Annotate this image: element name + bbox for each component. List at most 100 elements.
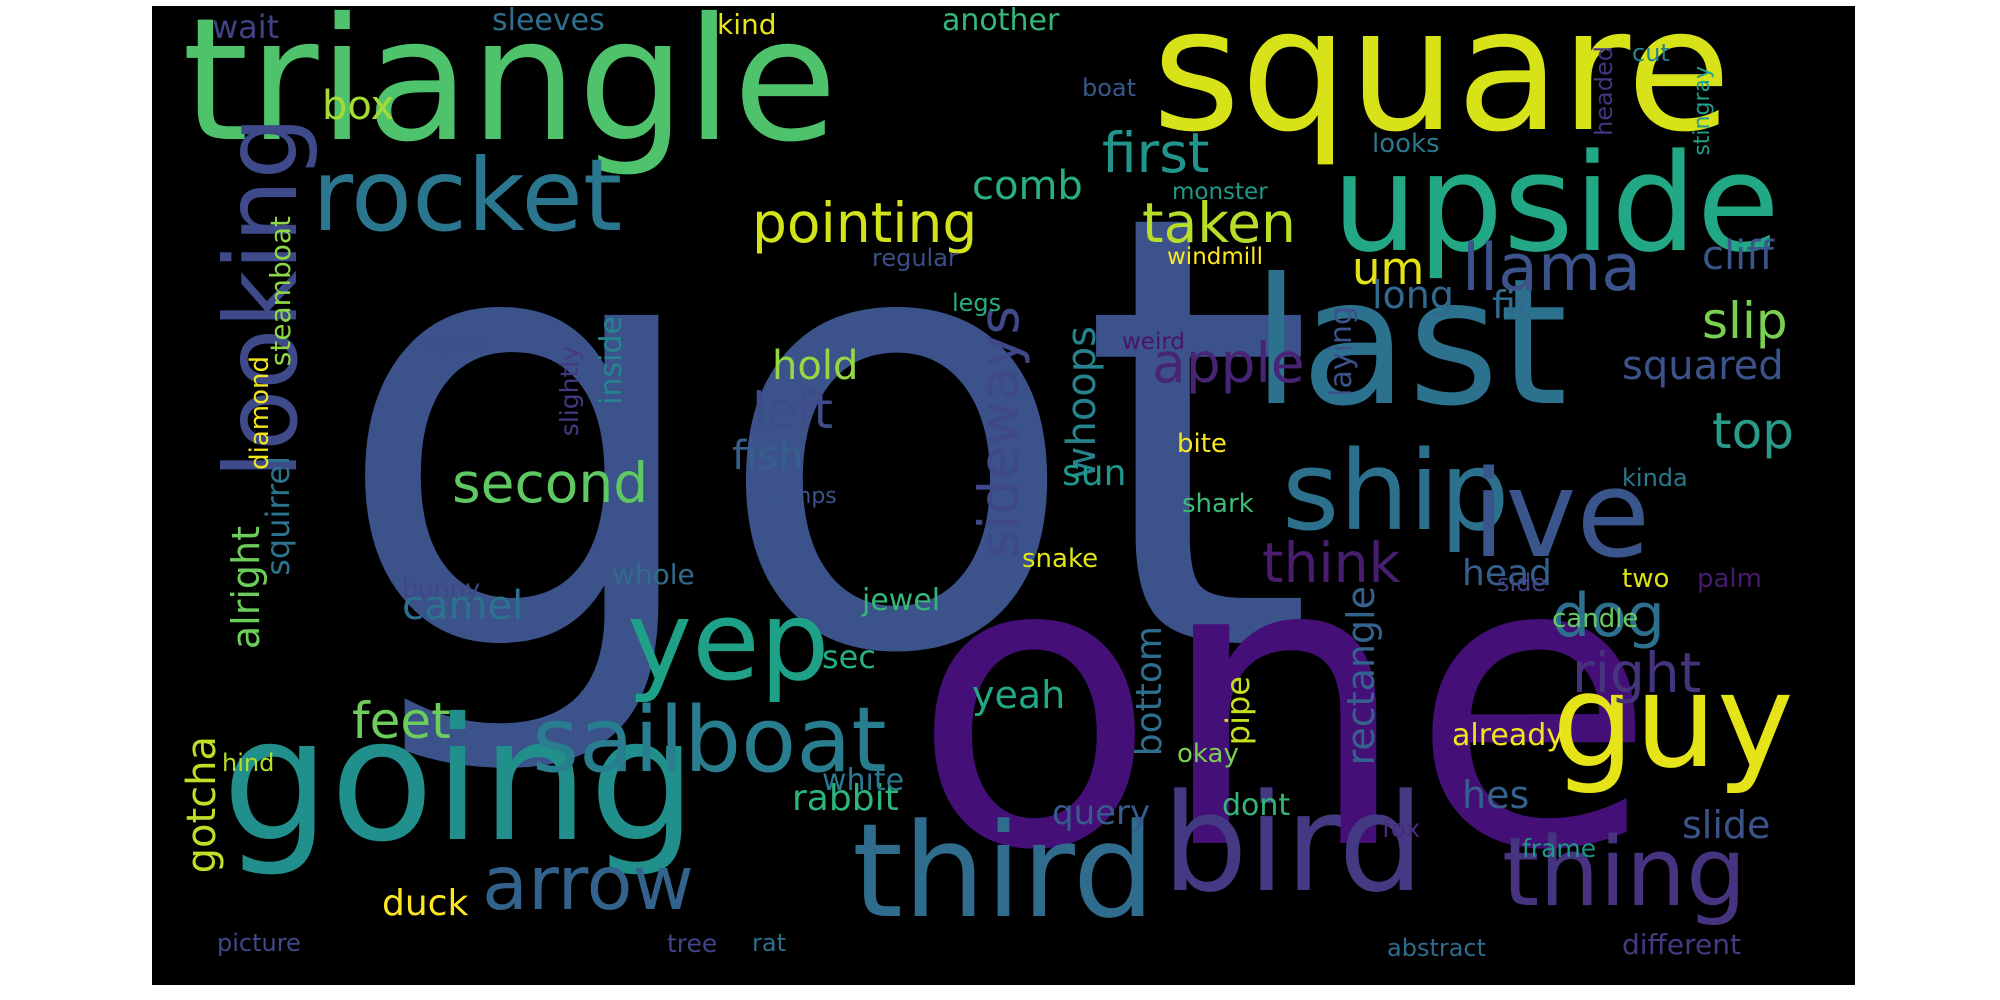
word-abstract: abstract xyxy=(1387,934,1487,962)
word-bite: bite xyxy=(1177,429,1227,459)
word-wait: wait xyxy=(212,8,280,46)
word-taken: taken xyxy=(1142,191,1296,255)
word-weird: weird xyxy=(1122,329,1186,355)
word-two: two xyxy=(1622,564,1670,594)
word-laying: laying xyxy=(1324,306,1359,397)
word-yep: yep xyxy=(627,577,830,705)
word-gotcha: gotcha xyxy=(179,736,225,874)
word-last: last xyxy=(1252,242,1568,445)
word-third: third xyxy=(852,795,1156,947)
word-sailboat: sailboat xyxy=(532,688,887,793)
word-whole: whole xyxy=(612,558,695,591)
word-comb: comb xyxy=(972,163,1083,209)
word-side: side xyxy=(1497,569,1547,597)
word-first: first xyxy=(1102,121,1210,185)
word-right: right xyxy=(1572,641,1702,705)
word-headed: headed xyxy=(1590,46,1618,136)
word-cliff: cliff xyxy=(1702,233,1774,279)
word-squared: squared xyxy=(1622,343,1784,389)
word-upside: upside xyxy=(1332,125,1780,282)
word-stingray: stingray xyxy=(1690,66,1715,156)
word-left: left xyxy=(752,382,833,440)
word-bird: bird xyxy=(1162,765,1425,922)
word-pipe: pipe xyxy=(1219,676,1257,746)
word-cloud: got one triangle square last going third bird up… xyxy=(152,6,1855,985)
word-tree: tree xyxy=(667,929,718,958)
word-duck: duck xyxy=(382,883,469,924)
word-windmill: windmill xyxy=(1167,244,1263,270)
word-inside: inside xyxy=(594,316,629,405)
word-ive: ive xyxy=(1472,446,1651,585)
word-jewel: jewel xyxy=(862,583,941,618)
word-llama: llama xyxy=(1462,231,1642,306)
word-fox: fox xyxy=(1382,814,1421,843)
word-white: white xyxy=(822,763,905,798)
word-palm: palm xyxy=(1697,564,1762,594)
word-fit: fit xyxy=(1492,283,1531,327)
word-picture: picture xyxy=(217,929,301,957)
word-rectangle: rectangle xyxy=(1339,586,1383,766)
word-um: um xyxy=(1352,242,1425,295)
word-fish: fish xyxy=(732,433,804,479)
word-apple: apple xyxy=(1152,331,1305,395)
word-feet: feet xyxy=(352,692,451,750)
word-box: box xyxy=(322,83,395,129)
word-query: query xyxy=(1052,793,1151,833)
word-ship: ship xyxy=(1282,427,1510,555)
word-think: think xyxy=(1262,531,1401,595)
word-long: long xyxy=(1372,273,1455,317)
word-rabbit: rabbit xyxy=(792,778,899,819)
word-sec: sec xyxy=(822,638,876,676)
word-triangle: triangle xyxy=(182,6,838,180)
word-sleeves: sleeves xyxy=(492,6,605,38)
word-thing: thing xyxy=(1502,818,1747,928)
word-slide: slide xyxy=(1682,803,1771,847)
word-going: going xyxy=(222,682,697,880)
word-bottom: bottom xyxy=(1129,626,1170,757)
word-sun: sun xyxy=(1062,453,1127,494)
word-yeah: yeah xyxy=(972,673,1066,717)
word-already: already xyxy=(1452,718,1565,753)
word-humps: humps xyxy=(762,484,837,509)
word-top: top xyxy=(1712,402,1794,460)
word-dog: dog xyxy=(1552,581,1665,651)
word-regular: regular xyxy=(872,244,958,272)
word-arrow: arrow xyxy=(482,839,694,927)
word-snake: snake xyxy=(1022,544,1099,574)
word-upset: upset xyxy=(422,329,490,357)
word-dont: dont xyxy=(1222,788,1291,823)
word-steamboat: steamboat xyxy=(264,216,297,367)
word-bunny: bunny xyxy=(402,574,481,603)
word-kind: kind xyxy=(717,8,777,41)
word-another: another xyxy=(942,6,1060,38)
word-boat: boat xyxy=(1082,74,1137,102)
word-camel: camel xyxy=(402,583,524,629)
word-guy: guy xyxy=(1552,645,1794,797)
word-second: second xyxy=(452,451,649,515)
word-hold: hold xyxy=(772,343,859,389)
word-cut: cut xyxy=(1632,39,1670,67)
word-diamond: diamond xyxy=(245,356,275,470)
word-legs: legs xyxy=(952,289,1002,317)
word-hind: hind xyxy=(222,749,275,777)
word-okay: okay xyxy=(1177,739,1239,769)
word-frame: frame xyxy=(1522,834,1597,863)
word-different: different xyxy=(1622,928,1741,961)
word-hes: hes xyxy=(1462,773,1530,817)
word-got: got xyxy=(332,86,1316,785)
word-pointing: pointing xyxy=(752,191,978,255)
word-one: one xyxy=(912,473,1657,938)
word-head: head xyxy=(1462,553,1552,594)
word-rat: rat xyxy=(752,929,786,957)
word-squirrel: squirrel xyxy=(259,456,297,576)
word-slightly: slightly xyxy=(555,346,584,437)
word-kinda: kinda xyxy=(1622,464,1688,492)
word-candle: candle xyxy=(1552,604,1639,634)
word-sideways: sideways xyxy=(967,306,1031,559)
word-looks: looks xyxy=(1372,129,1440,159)
word-monster: monster xyxy=(1172,179,1268,205)
word-shark: shark xyxy=(1182,489,1254,519)
word-square: square xyxy=(1152,6,1732,170)
word-slip: slip xyxy=(1702,292,1788,350)
word-rocket: rocket xyxy=(312,137,623,254)
